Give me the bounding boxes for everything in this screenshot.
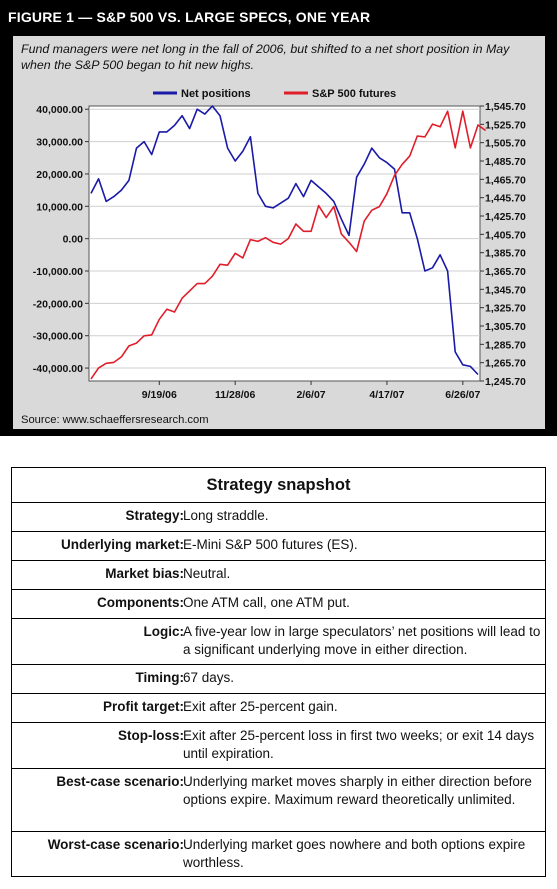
snapshot-row: Best-case scenario: Underlying market mo… (12, 768, 545, 831)
row-label: Worst-case scenario: (47, 837, 184, 852)
row-value: 67 days. (183, 670, 235, 685)
snapshot-title: Strategy snapshot (206, 476, 351, 494)
snapshot-row: Profit target: Exit after 25-percent gai… (12, 693, 545, 722)
right-tick-label: 1,485.70 (485, 156, 526, 168)
row-label: Strategy: (125, 508, 184, 523)
x-tick-label: 9/19/06 (142, 389, 177, 401)
left-tick-label: 10,000.00 (36, 201, 83, 213)
row-value: A five-year low in large speculators’ ne… (183, 624, 541, 657)
right-tick-label: 1,245.70 (485, 376, 526, 388)
chart: 40,000.00 30,000.00 20,000.00 10,000.00 0.00… (33, 88, 526, 401)
row-label: Stop-loss: (118, 728, 184, 743)
left-tick-label: -10,000.00 (33, 266, 83, 278)
figure-caption: Fund managers were net long in the fall … (21, 42, 510, 72)
figure-title: FIGURE 1 — S&P 500 VS. LARGE SPECS, ONE … (8, 9, 371, 25)
right-tick-label: 1,385.70 (485, 248, 526, 260)
row-label: Market bias: (105, 566, 184, 581)
x-tick-label: 4/17/07 (369, 389, 404, 401)
snapshot-row: Worst-case scenario: Underlying market g… (12, 831, 545, 877)
right-tick-label: 1,325.70 (485, 303, 526, 315)
row-label: Timing: (135, 670, 185, 685)
right-tick-label: 1,465.70 (485, 174, 526, 186)
snapshot-row: Timing: 67 days. (12, 664, 545, 693)
figure-body: Fund managers were net long in the fall … (13, 36, 545, 429)
snapshot-row: Components: One ATM call, one ATM put. (12, 589, 545, 618)
left-tick-label: 0.00 (63, 234, 84, 246)
row-value: One ATM call, one ATM put. (183, 595, 350, 610)
left-tick-label: -40,000.00 (33, 363, 83, 375)
x-tick-label: 2/6/07 (296, 389, 325, 401)
right-tick-label: 1,445.70 (485, 193, 526, 205)
right-tick-label: 1,345.70 (485, 284, 526, 296)
snapshot-row: Logic: A five-year low in large speculat… (12, 618, 545, 664)
left-tick-label: 20,000.00 (36, 169, 83, 181)
snapshot-row: Strategy: Long straddle. (12, 502, 545, 531)
figure-panel: FIGURE 1 — S&P 500 VS. LARGE SPECS, ONE … (0, 0, 557, 436)
row-value: Exit after 25-percent gain. (183, 699, 338, 714)
snapshot-row: Underlying market: E-Mini S&P 500 future… (12, 531, 545, 560)
series-line-sp500-futures (90, 110, 487, 380)
row-label: Components: (97, 595, 184, 610)
figure-source: Source: www.schaeffersresearch.com (21, 414, 209, 426)
right-tick-label: 1,425.70 (485, 211, 526, 223)
right-tick-label: 1,265.70 (485, 358, 526, 370)
row-value: Underlying market goes nowhere and both … (183, 837, 526, 870)
right-tick-label: 1,505.70 (485, 138, 526, 150)
row-value: E-Mini S&P 500 futures (ES). (183, 537, 358, 552)
x-tick-label: 11/28/06 (215, 389, 255, 401)
series-line-net-positions (90, 105, 479, 376)
row-value: Long straddle. (183, 508, 269, 523)
row-label: Best-case scenario: (56, 774, 184, 789)
legend-label-sp500-futures: S&P 500 futures (312, 88, 396, 100)
plot-area (88, 105, 481, 382)
row-label: Profit target: (103, 699, 184, 714)
right-tick-label: 1,545.70 (485, 101, 526, 113)
right-tick-label: 1,365.70 (485, 266, 526, 278)
row-value: Underlying market moves sharply in eithe… (183, 774, 532, 807)
strategy-snapshot-table: Strategy snapshot Strategy: Long straddl… (11, 467, 546, 877)
row-label: Underlying market: (60, 537, 184, 552)
snapshot-row: Market bias: Neutral. (12, 560, 545, 589)
left-tick-label: -20,000.00 (33, 298, 83, 310)
snapshot-row: Stop-loss: Exit after 25-percent loss in… (12, 722, 545, 768)
right-tick-label: 1,405.70 (485, 229, 526, 241)
right-tick-label: 1,285.70 (485, 339, 526, 351)
right-tick-label: 1,305.70 (485, 321, 526, 333)
x-tick-label: 6/26/07 (445, 389, 480, 401)
legend-label-net-positions: Net positions (181, 88, 251, 100)
left-tick-label: -30,000.00 (33, 331, 83, 343)
left-tick-label: 30,000.00 (36, 137, 83, 149)
row-value: Exit after 25-percent loss in first two … (183, 728, 535, 761)
right-tick-label: 1,525.70 (485, 119, 526, 131)
row-value: Neutral. (183, 566, 231, 581)
left-tick-label: 40,000.00 (36, 104, 83, 116)
row-label: Logic: (143, 624, 185, 639)
